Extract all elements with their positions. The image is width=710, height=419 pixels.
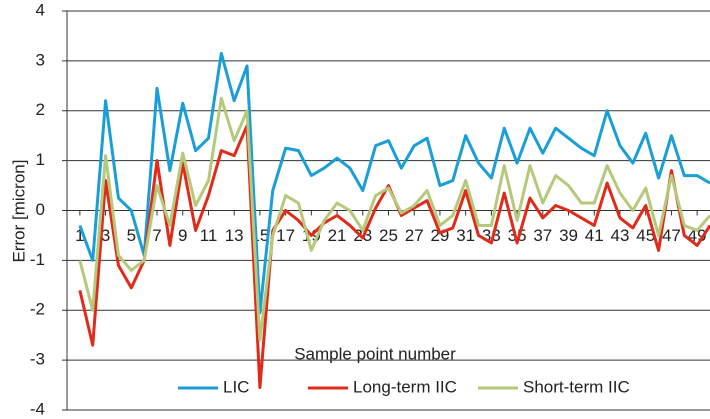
series-line (78, 51, 710, 315)
y-tick-label: -4 (30, 399, 45, 418)
y-tick-label: 3 (36, 50, 45, 69)
legend-label: LIC (223, 377, 249, 396)
x-tick-label: 45 (636, 226, 655, 245)
series-line (78, 96, 710, 342)
y-tick-label: -2 (30, 300, 45, 319)
legend-label: Long-term IIC (353, 377, 457, 396)
y-axis-label: Error [micron] (9, 160, 28, 263)
y-tick-label: 4 (36, 0, 45, 19)
y-tick-label: 0 (36, 200, 45, 219)
legend-label: Short-term IIC (523, 377, 630, 396)
x-tick-label: 37 (533, 226, 552, 245)
x-tick-label: 31 (456, 226, 475, 245)
x-tick-label: 41 (585, 226, 604, 245)
x-tick-label: 9 (178, 226, 187, 245)
x-axis-label: Sample point number (294, 344, 456, 363)
x-tick-label: 39 (559, 226, 578, 245)
y-tick-label: -1 (30, 250, 45, 269)
x-tick-label: 5 (127, 226, 136, 245)
y-tick-label: 1 (36, 150, 45, 169)
x-tick-label: 21 (328, 226, 347, 245)
x-tick-label: 11 (200, 226, 218, 245)
y-tick-label: -3 (30, 350, 45, 369)
x-tick-label: 3 (101, 226, 110, 245)
x-tick-label: 13 (225, 226, 244, 245)
x-tick-label: 1 (75, 226, 84, 245)
x-tick-label: 25 (379, 226, 398, 245)
x-tick-label: 43 (611, 226, 630, 245)
x-tick-label: 27 (405, 226, 424, 245)
x-tick-label: 7 (152, 226, 161, 245)
x-tick-label: 47 (662, 226, 681, 245)
y-tick-label: 2 (36, 100, 45, 119)
x-tick-label: 17 (276, 226, 295, 245)
